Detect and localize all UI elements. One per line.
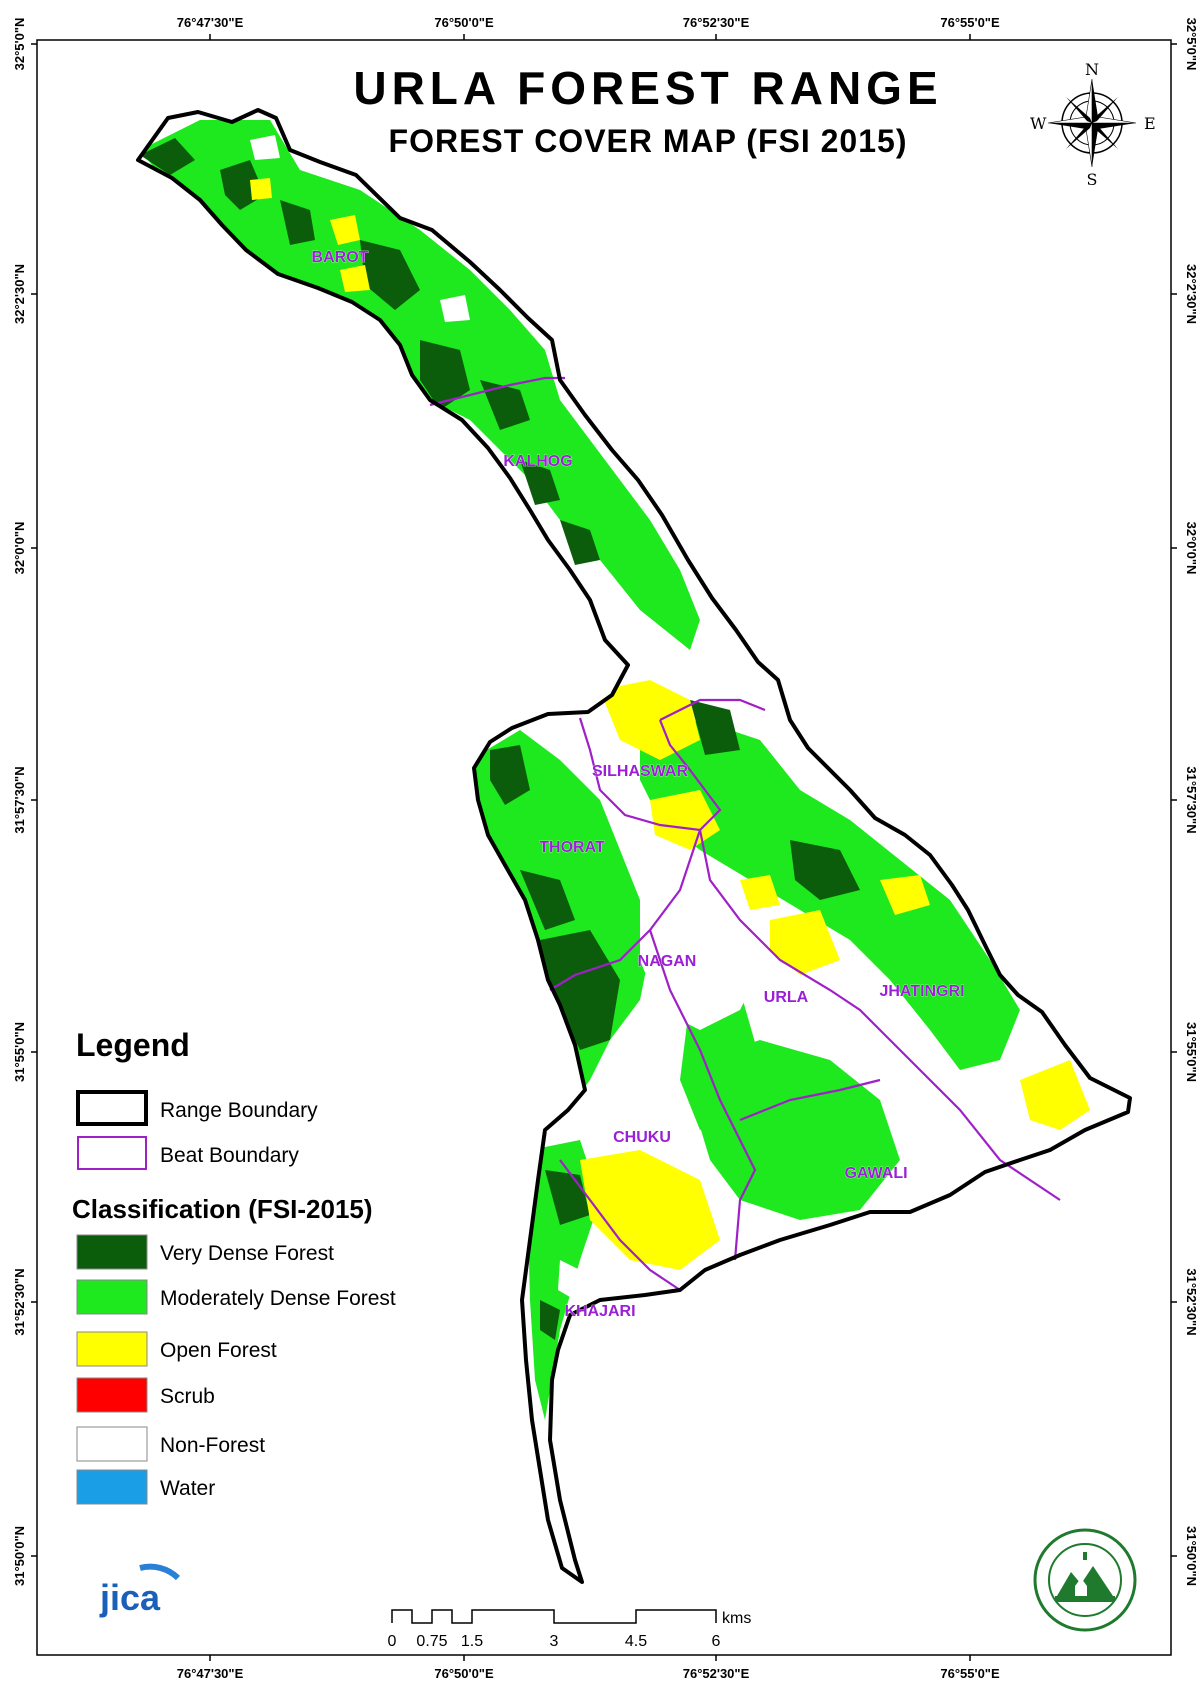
lat-label-right: 31°57'30"N — [1184, 766, 1199, 833]
legend-label-water: Water — [160, 1477, 215, 1500]
lat-label-left: 31°57'30"N — [12, 766, 27, 833]
legend-heading: Legend — [76, 1027, 190, 1063]
lat-label-left: 32°5'0"N — [12, 18, 27, 71]
open-forest-areas — [250, 178, 1090, 1270]
lon-label-top: 76°55'0"E — [940, 15, 1000, 30]
legend-swatch-scrub — [76, 1377, 148, 1413]
beat-label-silhaswar: SILHASWAR — [592, 763, 688, 780]
legend-label-beat-boundary: Beat Boundary — [160, 1144, 299, 1167]
legend-swatch-water — [76, 1469, 148, 1505]
lat-label-right: 31°52'30"N — [1184, 1268, 1199, 1335]
beat-label-khajari: KHAJARI — [564, 1303, 635, 1320]
legend-label-open-forest: Open Forest — [160, 1339, 277, 1362]
legend: Legend Range Boundary Beat Boundary Clas… — [72, 1027, 396, 1505]
lon-label-top: 76°50'0"E — [434, 15, 494, 30]
scale-tick-4-5: 4.5 — [625, 1633, 647, 1650]
range-boundary — [136, 108, 1132, 1584]
legend-classification-heading: Classification (FSI-2015) — [72, 1194, 373, 1224]
legend-swatch-moderately-dense-forest — [76, 1279, 148, 1315]
lat-label-right: 31°55'0"N — [1184, 1022, 1199, 1082]
graticule-left: 32°5'0"N 32°2'30"N 32°0'0"N 31°57'30"N 3… — [12, 18, 27, 1586]
beat-label-jhatingri: JHATINGRI — [879, 983, 964, 1000]
legend-label-moderately-dense-forest: Moderately Dense Forest — [160, 1287, 396, 1310]
jica-logo-icon: jica — [99, 1563, 181, 1618]
compass-east: E — [1144, 114, 1156, 133]
beat-label-urla: URLA — [764, 989, 809, 1006]
compass-south: S — [1087, 170, 1098, 189]
beat-label-nagan: NAGAN — [638, 953, 697, 970]
beat-boundaries — [429, 376, 1061, 1291]
compass-west: W — [1030, 114, 1047, 133]
lat-label-right: 32°0'0"N — [1184, 522, 1199, 575]
legend-swatch-open-forest — [76, 1331, 148, 1367]
beat-label-gawali: GAWALI — [844, 1165, 907, 1182]
lon-label-bottom: 76°50'0"E — [434, 1666, 494, 1681]
scale-unit: kms — [722, 1610, 751, 1627]
legend-label-very-dense-forest: Very Dense Forest — [160, 1242, 334, 1265]
legend-swatch-non-forest — [76, 1426, 148, 1462]
lon-label-bottom: 76°52'30"E — [683, 1666, 750, 1681]
lon-label-bottom: 76°47'30"E — [177, 1666, 244, 1681]
beat-label-barot: BAROT — [312, 249, 369, 266]
scale-tick-3: 3 — [550, 1633, 559, 1650]
lat-label-right: 31°50'0"N — [1184, 1526, 1199, 1586]
map-title: URLA FOREST RANGE — [353, 62, 942, 114]
legend-label-non-forest: Non-Forest — [160, 1434, 265, 1457]
graticule-ticks — [31, 34, 1177, 1661]
graticule-top: 76°47'30"E 76°50'0"E 76°52'30"E 76°55'0"… — [177, 15, 1000, 30]
lat-label-left: 32°2'30"N — [12, 264, 27, 324]
lon-label-bottom: 76°55'0"E — [940, 1666, 1000, 1681]
scale-tick-0: 0 — [388, 1633, 397, 1650]
lat-label-right: 32°2'30"N — [1184, 264, 1199, 324]
scale-tick-0-75: 0.75 — [416, 1633, 447, 1650]
beat-label-kalhog: KALHOG — [503, 453, 572, 470]
legend-swatch-very-dense-forest — [76, 1234, 148, 1270]
map-subtitle: FOREST COVER MAP (FSI 2015) — [389, 123, 908, 159]
legend-label-scrub: Scrub — [160, 1385, 215, 1408]
beat-labels: BAROT KALHOG SILHASWAR THORAT NAGAN URLA… — [311, 249, 965, 1321]
beat-label-thorat: THORAT — [539, 839, 605, 856]
beat-label-chuku: CHUKU — [613, 1129, 671, 1146]
lat-label-left: 31°50'0"N — [12, 1526, 27, 1586]
forest-department-seal-icon — [1033, 1528, 1137, 1632]
legend-swatch-beat-boundary — [77, 1136, 147, 1170]
very-dense-forest-areas — [140, 138, 860, 1340]
compass-rose-icon: N S E W — [1030, 60, 1156, 189]
lon-label-top: 76°52'30"E — [683, 15, 750, 30]
lat-label-left: 31°55'0"N — [12, 1022, 27, 1082]
jica-logo-text: jica — [99, 1577, 161, 1618]
scale-tick-1-5: 1.5 — [461, 1633, 483, 1650]
lat-label-left: 32°0'0"N — [12, 522, 27, 575]
lat-label-right: 32°5'0"N — [1184, 18, 1199, 71]
graticule-bottom: 76°47'30"E 76°50'0"E 76°52'30"E 76°55'0"… — [177, 1666, 1000, 1681]
scale-bar: 0 0.75 1.5 3 4.5 6 kms — [388, 1609, 751, 1650]
lon-label-top: 76°47'30"E — [177, 15, 244, 30]
compass-north: N — [1085, 60, 1099, 79]
scale-tick-6: 6 — [712, 1633, 721, 1650]
graticule-right: 32°5'0"N 32°2'30"N 32°0'0"N 31°57'30"N 3… — [1184, 18, 1199, 1586]
lat-label-left: 31°52'30"N — [12, 1268, 27, 1335]
legend-swatch-range-boundary — [76, 1090, 148, 1126]
legend-label-range-boundary: Range Boundary — [160, 1099, 318, 1122]
